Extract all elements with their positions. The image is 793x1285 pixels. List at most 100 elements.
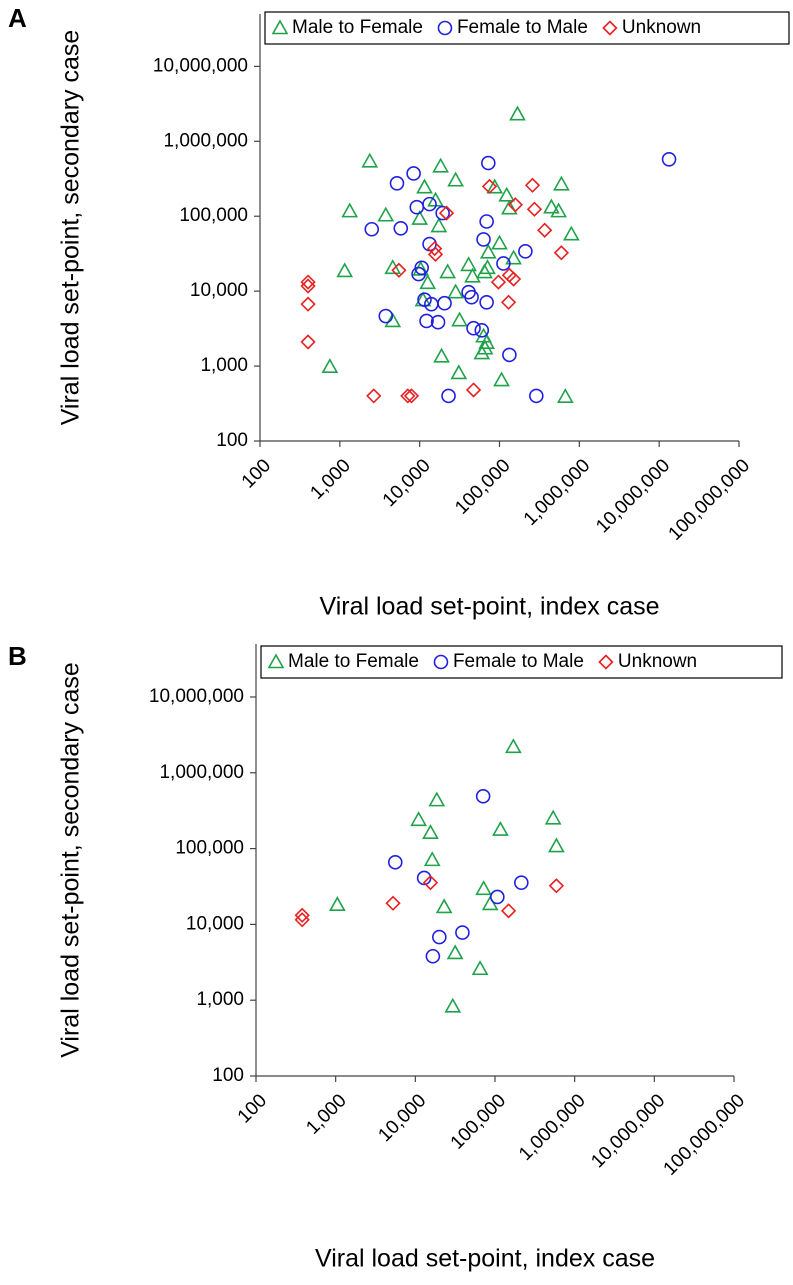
panel: A1001,00010,000100,0001,000,00010,000,00… [8, 3, 790, 621]
legend: Male to Female Female to Male Unknown [260, 645, 783, 679]
legend-label: Male to Female [292, 17, 423, 38]
point [537, 222, 553, 238]
point [451, 311, 468, 327]
point [435, 898, 453, 914]
point [553, 175, 570, 191]
y-tick-label: 100,000 [179, 205, 248, 226]
point [455, 925, 470, 940]
point [300, 274, 316, 290]
point [471, 960, 489, 976]
point [410, 811, 427, 827]
legend-label: Unknown [618, 651, 697, 672]
point [492, 820, 509, 836]
point [504, 738, 522, 754]
x-axis-title: Viral load set-point, index case [315, 1245, 655, 1273]
x-tick-label: 100,000 [451, 455, 514, 518]
point [481, 178, 498, 195]
point [502, 347, 517, 363]
point [446, 944, 464, 960]
point [466, 320, 481, 336]
legend-label: Unknown [622, 17, 701, 38]
point [435, 205, 450, 221]
point [500, 903, 517, 919]
point [419, 274, 437, 290]
y-tick-label: 1,000,000 [159, 762, 244, 783]
panel-label: B [8, 641, 27, 671]
point [422, 875, 439, 891]
point [493, 371, 510, 387]
legend: Male to Female Female to Male Unknown [264, 11, 790, 45]
point [500, 294, 517, 310]
point [294, 907, 310, 923]
point [389, 176, 405, 191]
point [384, 312, 402, 328]
point [507, 197, 523, 213]
point [336, 262, 354, 278]
point [267, 653, 285, 669]
point [403, 388, 420, 404]
x-tick-label: 1,000,000 [520, 455, 595, 530]
point [432, 929, 447, 945]
point [271, 19, 289, 35]
point [602, 20, 618, 36]
point [496, 256, 511, 271]
point [427, 240, 443, 257]
point [300, 334, 316, 350]
point [427, 246, 444, 262]
point [430, 217, 448, 233]
point [548, 837, 565, 853]
y-tick-label: 1,000 [196, 989, 244, 1010]
x-tick-label: 100,000,000 [665, 455, 755, 545]
point [598, 654, 614, 670]
point [526, 201, 543, 217]
point [501, 199, 518, 215]
point [509, 105, 526, 121]
point [428, 791, 446, 807]
point [661, 152, 677, 167]
point [439, 263, 456, 279]
y-tick-label: 100,000 [175, 838, 244, 859]
point [406, 166, 421, 181]
point [478, 334, 495, 350]
x-tick-label: 100 [234, 1090, 271, 1127]
point [437, 20, 453, 36]
y-tick-label: 1,000,000 [163, 130, 248, 151]
x-tick-label: 1,000 [306, 455, 354, 503]
point [505, 271, 522, 287]
point [294, 912, 310, 928]
point [433, 654, 449, 670]
y-tick-label: 10,000 [190, 280, 248, 301]
legend-label: Female to Male [453, 651, 584, 672]
y-tick-label: 10,000,000 [149, 686, 244, 707]
point [514, 875, 529, 890]
y-axis-title: Viral load set-point, secondary case [57, 662, 85, 1058]
point [411, 266, 426, 282]
point [464, 289, 479, 305]
point [491, 234, 508, 250]
point [391, 262, 407, 278]
point [385, 895, 401, 911]
point [430, 314, 446, 330]
point [300, 278, 316, 294]
point [479, 214, 494, 229]
point [553, 245, 570, 261]
panel-label: A [8, 3, 27, 33]
legend-box [260, 645, 783, 679]
point [476, 263, 493, 279]
legend-label: Female to Male [457, 17, 588, 38]
x-tick-label: 1,000,000 [515, 1090, 590, 1165]
point [498, 186, 516, 202]
panel: B1001,00010,000100,0001,000,00010,000,00… [8, 641, 783, 1273]
point [400, 388, 416, 404]
point [409, 199, 425, 215]
point [479, 243, 497, 259]
y-tick-label: 1,000 [200, 355, 248, 376]
point [411, 209, 429, 225]
y-axis-title: Viral load set-point, secondary case [57, 30, 85, 426]
point [423, 851, 441, 867]
point [479, 294, 494, 310]
point [464, 267, 481, 283]
point [433, 347, 450, 363]
point [416, 870, 432, 886]
